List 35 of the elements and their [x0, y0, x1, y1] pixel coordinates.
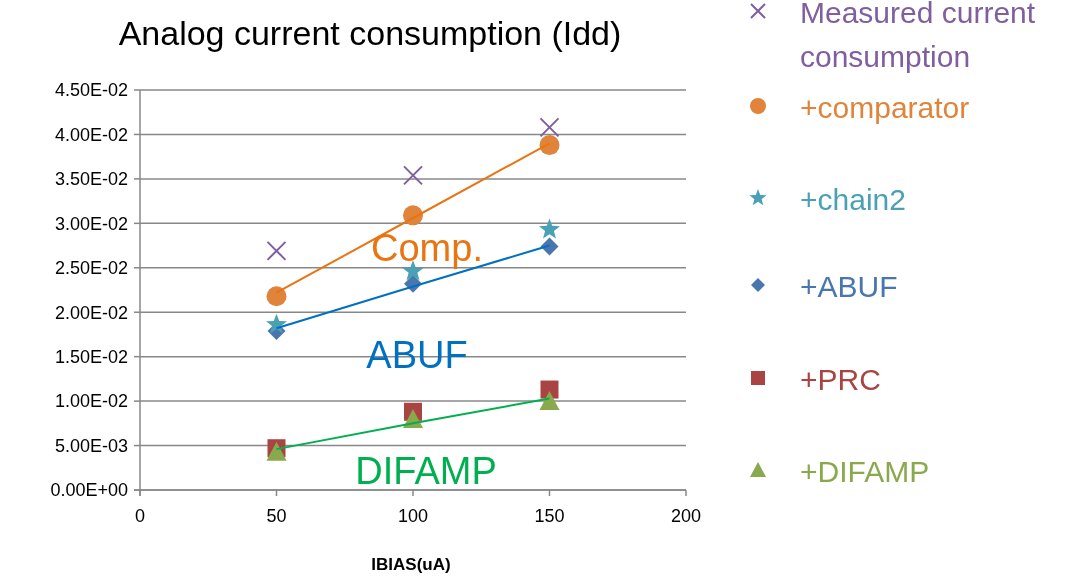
point: [539, 218, 560, 239]
y-tick-label: 2.50E-02: [54, 258, 128, 279]
y-tick-label: 1.50E-02: [54, 346, 128, 367]
x-axis-title: IBIAS(uA): [371, 555, 451, 574]
point: [403, 165, 423, 186]
x-tick-label: 50: [266, 506, 287, 526]
point: [539, 117, 560, 138]
point: [266, 286, 287, 307]
point: [266, 313, 287, 334]
y-tick-label: 4.50E-02: [54, 80, 128, 101]
legend-label: +chain2: [800, 183, 906, 216]
legend-label: +ABUF: [800, 270, 898, 303]
chart-title: Analog current consumption (Idd): [118, 14, 622, 52]
y-tick-label: 2.00E-02: [54, 302, 128, 323]
y-tick-label: 3.00E-02: [54, 213, 128, 234]
legend-label: +DIFAMP: [800, 455, 930, 488]
annotation: ABUF: [366, 333, 468, 376]
y-tick-label: 4.00E-02: [54, 124, 128, 145]
x-tick-label: 200: [670, 506, 702, 526]
annotation: DIFAMP: [355, 449, 497, 492]
y-tick-label: 3.50E-02: [54, 169, 128, 190]
legend-label: Measured current consumption: [800, 0, 1036, 73]
legend-label: +comparator: [800, 91, 970, 124]
x-tick-label: 150: [534, 506, 565, 526]
point: [539, 391, 560, 411]
legend-label: +PRC: [800, 363, 881, 396]
annotation: Comp.: [371, 227, 483, 269]
point: [539, 135, 560, 156]
x-tick-label: 100: [397, 506, 429, 526]
point: [266, 240, 287, 261]
y-tick-label: 1.00E-02: [54, 391, 128, 412]
y-tick-label: 0.00E+00: [50, 480, 128, 501]
point: [540, 237, 559, 256]
x-tick-label: 0: [134, 506, 146, 526]
y-tick-label: 5.00E-03: [54, 435, 128, 456]
